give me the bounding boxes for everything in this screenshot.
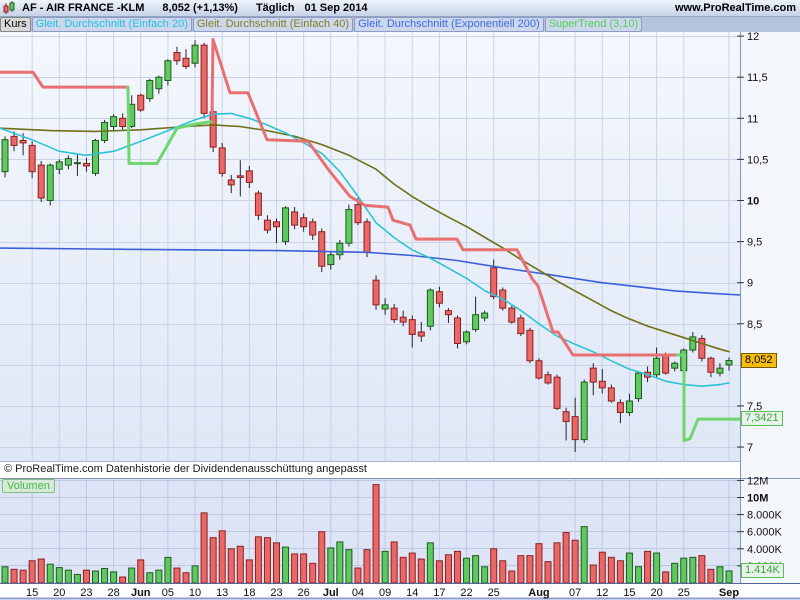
svg-text:10M: 10M [747, 492, 768, 504]
svg-text:26: 26 [298, 587, 310, 599]
indicator-legend-bar: Kurs Gleit. Durchschnitt (Einfach 20) Gle… [0, 17, 800, 32]
svg-text:11,5: 11,5 [747, 72, 768, 84]
svg-text:04: 04 [352, 587, 364, 599]
copyright-note: © ProRealTime.com Datenhistorie der Divi… [4, 463, 367, 475]
svg-text:9: 9 [747, 278, 753, 290]
svg-text:Jul: Jul [323, 587, 339, 599]
overlay-lines [0, 37, 742, 442]
legend-tab-kurs[interactable]: Kurs [0, 17, 31, 32]
svg-text:9,5: 9,5 [747, 237, 762, 249]
svg-text:7,5: 7,5 [747, 401, 762, 413]
svg-text:20: 20 [650, 587, 662, 599]
legend-tab-sma40[interactable]: Gleit. Durchschnitt (Einfach 40) [192, 17, 354, 32]
svg-text:4.000K: 4.000K [747, 544, 783, 556]
svg-text:12M: 12M [747, 475, 768, 487]
svg-text:17: 17 [433, 587, 445, 599]
svg-text:12: 12 [596, 587, 608, 599]
price-axis[interactable]: 12 11,5 11 10,5 10 9,5 9 8,5 7,5 7 [737, 31, 768, 454]
session-date: 01 Sep 2014 [304, 2, 368, 14]
pane-borders [0, 32, 800, 600]
legend-tab-ema200[interactable]: Gleit. Durchschnitt (Exponentiell 200) [354, 17, 544, 32]
svg-text:11: 11 [747, 113, 758, 125]
svg-text:12: 12 [747, 31, 759, 43]
legend-tab-supertrend[interactable]: SuperTrend (3,10) [544, 17, 643, 32]
svg-text:10,5: 10,5 [747, 154, 768, 166]
svg-text:Sep: Sep [719, 587, 739, 599]
gridlines [0, 32, 740, 583]
svg-text:23: 23 [80, 587, 92, 599]
svg-text:14: 14 [406, 587, 418, 599]
svg-text:13: 13 [216, 587, 228, 599]
svg-text:23: 23 [270, 587, 282, 599]
svg-text:22: 22 [460, 587, 472, 599]
svg-text:25: 25 [488, 587, 500, 599]
legend-tab-sma20[interactable]: Gleit. Durchschnitt (Einfach 20) [31, 17, 192, 32]
legend-tab-volumen[interactable]: Volumen [2, 479, 55, 493]
svg-text:10: 10 [747, 195, 759, 207]
svg-text:07: 07 [569, 587, 581, 599]
last-quote: 8,052 (+1,13%) [162, 2, 238, 14]
time-axis[interactable]: 15 20 23 28 Jun 05 10 13 18 23 26 Jul 04 09 14 17 22 25 Au… [26, 587, 739, 599]
svg-text:7: 7 [747, 442, 753, 454]
svg-text:15: 15 [623, 587, 635, 599]
last-price-badge: 8,052 [741, 353, 777, 368]
svg-text:6.000K: 6.000K [747, 527, 783, 539]
svg-text:10: 10 [189, 587, 201, 599]
timeframe-label: Täglich [255, 2, 295, 14]
candlestick-logo-icon [3, 1, 16, 15]
svg-text:8.000K: 8.000K [747, 510, 783, 522]
svg-text:25: 25 [678, 587, 690, 599]
title-bar: AF - AIR FRANCE -KLM 8,052 (+1,13%) Tägl… [0, 0, 800, 17]
svg-text:05: 05 [162, 587, 174, 599]
svg-text:18: 18 [243, 587, 255, 599]
svg-text:28: 28 [107, 587, 119, 599]
last-volume-badge: 1.414K [741, 563, 784, 578]
svg-text:15: 15 [26, 587, 38, 599]
supertrend-value-badge: 7,3421 [741, 411, 783, 426]
svg-text:Jun: Jun [131, 587, 151, 599]
svg-text:09: 09 [379, 587, 391, 599]
svg-text:8,5: 8,5 [747, 319, 762, 331]
instrument-title: AF - AIR FRANCE -KLM [22, 2, 145, 14]
svg-text:Aug: Aug [528, 587, 549, 599]
svg-text:20: 20 [53, 587, 65, 599]
site-brand: www.ProRealTime.com [674, 2, 796, 14]
